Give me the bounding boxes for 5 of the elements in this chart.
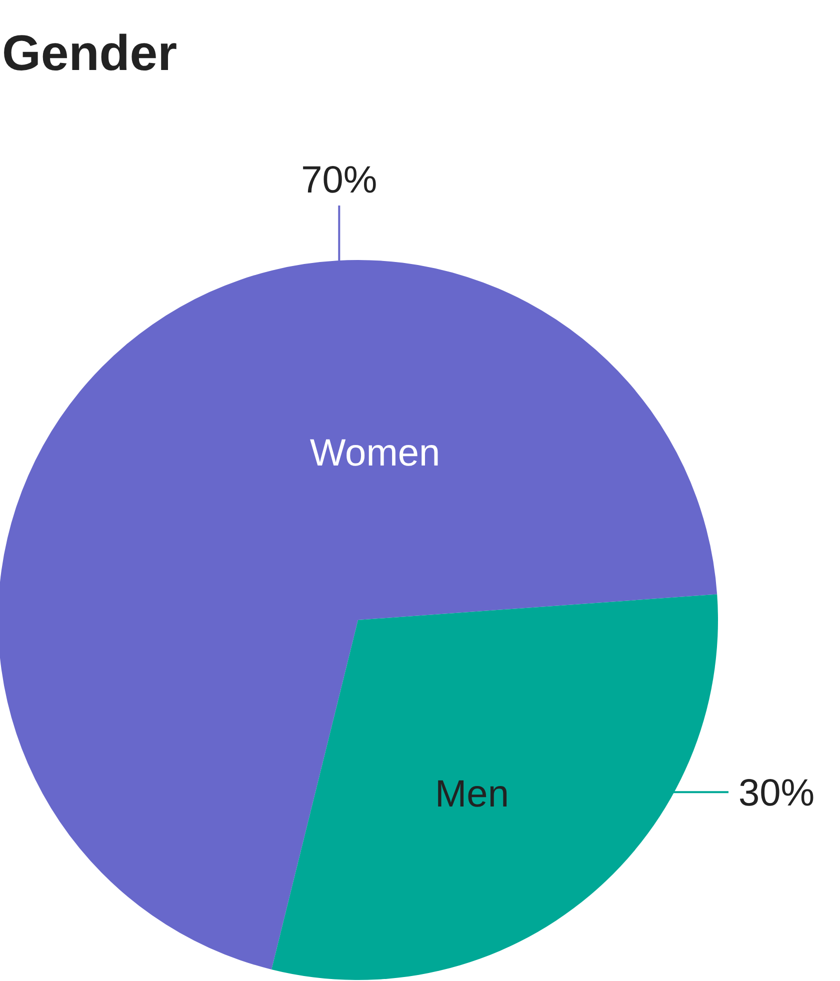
slice-label: Women — [310, 432, 440, 474]
data-label: 30% — [738, 772, 815, 814]
slice-label: Men — [435, 773, 509, 816]
data-label: 70% — [301, 159, 378, 202]
chart-title: Gender — [2, 25, 178, 81]
